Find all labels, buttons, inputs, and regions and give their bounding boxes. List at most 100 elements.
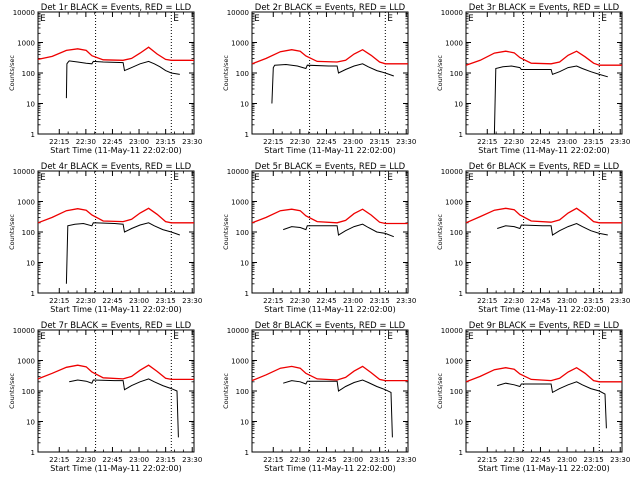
y-tick-label: 100: [236, 388, 249, 396]
marker-label-right: E: [173, 14, 179, 24]
marker-label-left: E: [468, 14, 474, 24]
y-axis-label: Counts/sec: [222, 214, 230, 250]
y-tick-label: 1: [31, 290, 35, 298]
x-tick-label: 23:00: [557, 456, 577, 464]
y-axis-label: Counts/sec: [8, 373, 16, 409]
y-tick-label: 10000: [13, 327, 35, 335]
events-series-line: [271, 63, 394, 104]
y-tick-label: 1: [245, 290, 249, 298]
x-tick-label: 23:15: [370, 138, 390, 146]
plot-frame: [37, 329, 195, 453]
x-tick-label: 23:15: [370, 456, 390, 464]
x-tick-label: 23:00: [129, 138, 149, 146]
y-tick-label: 10000: [227, 168, 249, 176]
y-tick-label: 10000: [13, 168, 35, 176]
y-tick-label: 1: [245, 131, 249, 139]
y-tick-label: 10: [454, 101, 463, 109]
chart-panel-5: Det 5r BLACK = Events, RED = LLD 1 10 100 10…: [222, 162, 416, 314]
x-axis-label: Start Time (11-May-11 22:02:00): [478, 146, 609, 155]
y-tick-label: 10000: [441, 168, 463, 176]
x-tick-label: 23:30: [610, 456, 630, 464]
x-tick-label: 23:15: [156, 456, 176, 464]
y-tick-label: 1: [245, 449, 249, 457]
marker-label-left: E: [254, 173, 260, 183]
marker-label-right: E: [387, 173, 393, 183]
x-axis-label: Start Time (11-May-11 22:02:00): [264, 146, 395, 155]
x-tick-label: 23:30: [182, 138, 202, 146]
y-tick-label: 10: [26, 101, 35, 109]
x-tick-label: 22:45: [102, 138, 122, 146]
x-tick-label: 22:45: [530, 297, 550, 305]
x-tick-label: 22:45: [316, 297, 336, 305]
x-tick-label: 22:30: [290, 297, 310, 305]
chart-panel-3: Det 3r BLACK = Events, RED = LLD 1 10 100 10…: [436, 3, 630, 155]
marker-label-left: E: [468, 332, 474, 342]
x-tick-label: 23:15: [156, 297, 176, 305]
events-series-line: [65, 60, 180, 99]
x-tick-label: 22:15: [49, 138, 69, 146]
y-tick-label: 1: [459, 290, 463, 298]
x-tick-label: 23:00: [343, 138, 363, 146]
x-axis-label: Start Time (11-May-11 22:02:00): [50, 305, 181, 314]
y-tick-label: 100: [450, 70, 463, 78]
x-tick-label: 23:30: [396, 456, 416, 464]
x-tick-label: 22:45: [316, 456, 336, 464]
y-tick-label: 100: [22, 70, 35, 78]
marker-label-right: E: [173, 173, 179, 183]
events-series-line: [497, 222, 608, 236]
events-series-line: [283, 223, 394, 238]
chart-title: Det 7r BLACK = Events, RED = LLD: [41, 321, 192, 331]
y-tick-label: 1: [459, 131, 463, 139]
y-tick-label: 1: [459, 449, 463, 457]
events-series-line: [69, 378, 179, 438]
y-tick-label: 10: [454, 260, 463, 268]
chart-title: Det 8r BLACK = Events, RED = LLD: [255, 321, 406, 331]
y-tick-label: 100: [22, 388, 35, 396]
x-tick-label: 22:15: [49, 456, 69, 464]
x-axis-label: Start Time (11-May-11 22:02:00): [478, 305, 609, 314]
x-axis-label: Start Time (11-May-11 22:02:00): [50, 464, 181, 473]
chart-title: Det 2r BLACK = Events, RED = LLD: [255, 3, 406, 13]
marker-label-left: E: [40, 173, 46, 183]
y-tick-label: 10000: [441, 327, 463, 335]
x-tick-label: 23:30: [610, 138, 630, 146]
events-series-line: [283, 379, 393, 438]
y-tick-label: 1000: [445, 40, 463, 48]
chart-panel-6: Det 6r BLACK = Events, RED = LLD 1 10 100 10…: [436, 162, 630, 314]
chart-title: Det 1r BLACK = Events, RED = LLD: [41, 3, 192, 13]
marker-label-left: E: [468, 173, 474, 183]
marker-label-right: E: [601, 173, 607, 183]
x-tick-label: 22:45: [316, 138, 336, 146]
y-tick-label: 1000: [231, 199, 249, 207]
x-tick-label: 23:15: [584, 138, 604, 146]
plot-frame: [251, 329, 409, 453]
y-tick-label: 10: [26, 260, 35, 268]
x-tick-label: 22:45: [102, 297, 122, 305]
lld-series-line: [465, 207, 622, 224]
x-tick-label: 22:15: [263, 297, 283, 305]
y-tick-label: 10: [240, 419, 249, 427]
y-tick-label: 100: [450, 229, 463, 237]
y-tick-label: 100: [236, 70, 249, 78]
y-axis-label: Counts/sec: [222, 55, 230, 91]
chart-panel-1: Det 1r BLACK = Events, RED = LLD 1 10 100 10…: [8, 3, 202, 155]
y-tick-label: 1000: [231, 40, 249, 48]
plot-frame: [251, 170, 409, 294]
x-axis-label: Start Time (11-May-11 22:02:00): [478, 464, 609, 473]
x-tick-label: 23:00: [343, 297, 363, 305]
x-tick-label: 23:00: [129, 456, 149, 464]
lld-series-line: [37, 364, 194, 381]
chart-panel-2: Det 2r BLACK = Events, RED = LLD 1 10 100 10…: [222, 3, 416, 155]
marker-label-left: E: [254, 332, 260, 342]
chart-title: Det 5r BLACK = Events, RED = LLD: [255, 162, 406, 172]
chart-title: Det 3r BLACK = Events, RED = LLD: [469, 3, 620, 13]
marker-label-right: E: [601, 332, 607, 342]
x-tick-label: 22:15: [49, 297, 69, 305]
lld-series-line: [37, 207, 194, 224]
marker-label-right: E: [601, 14, 607, 24]
events-series-line: [65, 222, 180, 284]
y-axis-label: Counts/sec: [436, 373, 444, 409]
y-tick-label: 10000: [227, 327, 249, 335]
y-tick-label: 10: [240, 101, 249, 109]
